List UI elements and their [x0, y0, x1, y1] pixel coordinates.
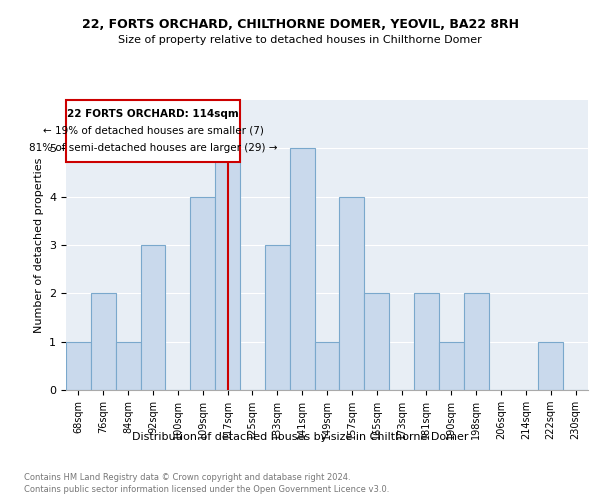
Text: 81% of semi-detached houses are larger (29) →: 81% of semi-detached houses are larger (…	[29, 144, 277, 154]
Bar	[66, 342, 91, 390]
Bar	[290, 148, 314, 390]
Bar	[190, 196, 215, 390]
Bar	[140, 245, 166, 390]
Text: Contains HM Land Registry data © Crown copyright and database right 2024.: Contains HM Land Registry data © Crown c…	[24, 472, 350, 482]
Y-axis label: Number of detached properties: Number of detached properties	[34, 158, 44, 332]
Bar	[414, 294, 439, 390]
FancyBboxPatch shape	[66, 100, 240, 162]
Bar	[265, 245, 290, 390]
Bar	[538, 342, 563, 390]
Bar	[439, 342, 464, 390]
Bar	[314, 342, 340, 390]
Text: Size of property relative to detached houses in Chilthorne Domer: Size of property relative to detached ho…	[118, 35, 482, 45]
Bar	[116, 342, 140, 390]
Text: 22, FORTS ORCHARD, CHILTHORNE DOMER, YEOVIL, BA22 8RH: 22, FORTS ORCHARD, CHILTHORNE DOMER, YEO…	[82, 18, 518, 30]
Bar	[215, 148, 240, 390]
Text: 22 FORTS ORCHARD: 114sqm: 22 FORTS ORCHARD: 114sqm	[67, 108, 239, 118]
Text: Distribution of detached houses by size in Chilthorne Domer: Distribution of detached houses by size …	[132, 432, 468, 442]
Bar	[464, 294, 488, 390]
Bar	[340, 196, 364, 390]
Text: ← 19% of detached houses are smaller (7): ← 19% of detached houses are smaller (7)	[43, 126, 263, 136]
Bar	[364, 294, 389, 390]
Bar	[91, 294, 116, 390]
Text: Contains public sector information licensed under the Open Government Licence v3: Contains public sector information licen…	[24, 485, 389, 494]
